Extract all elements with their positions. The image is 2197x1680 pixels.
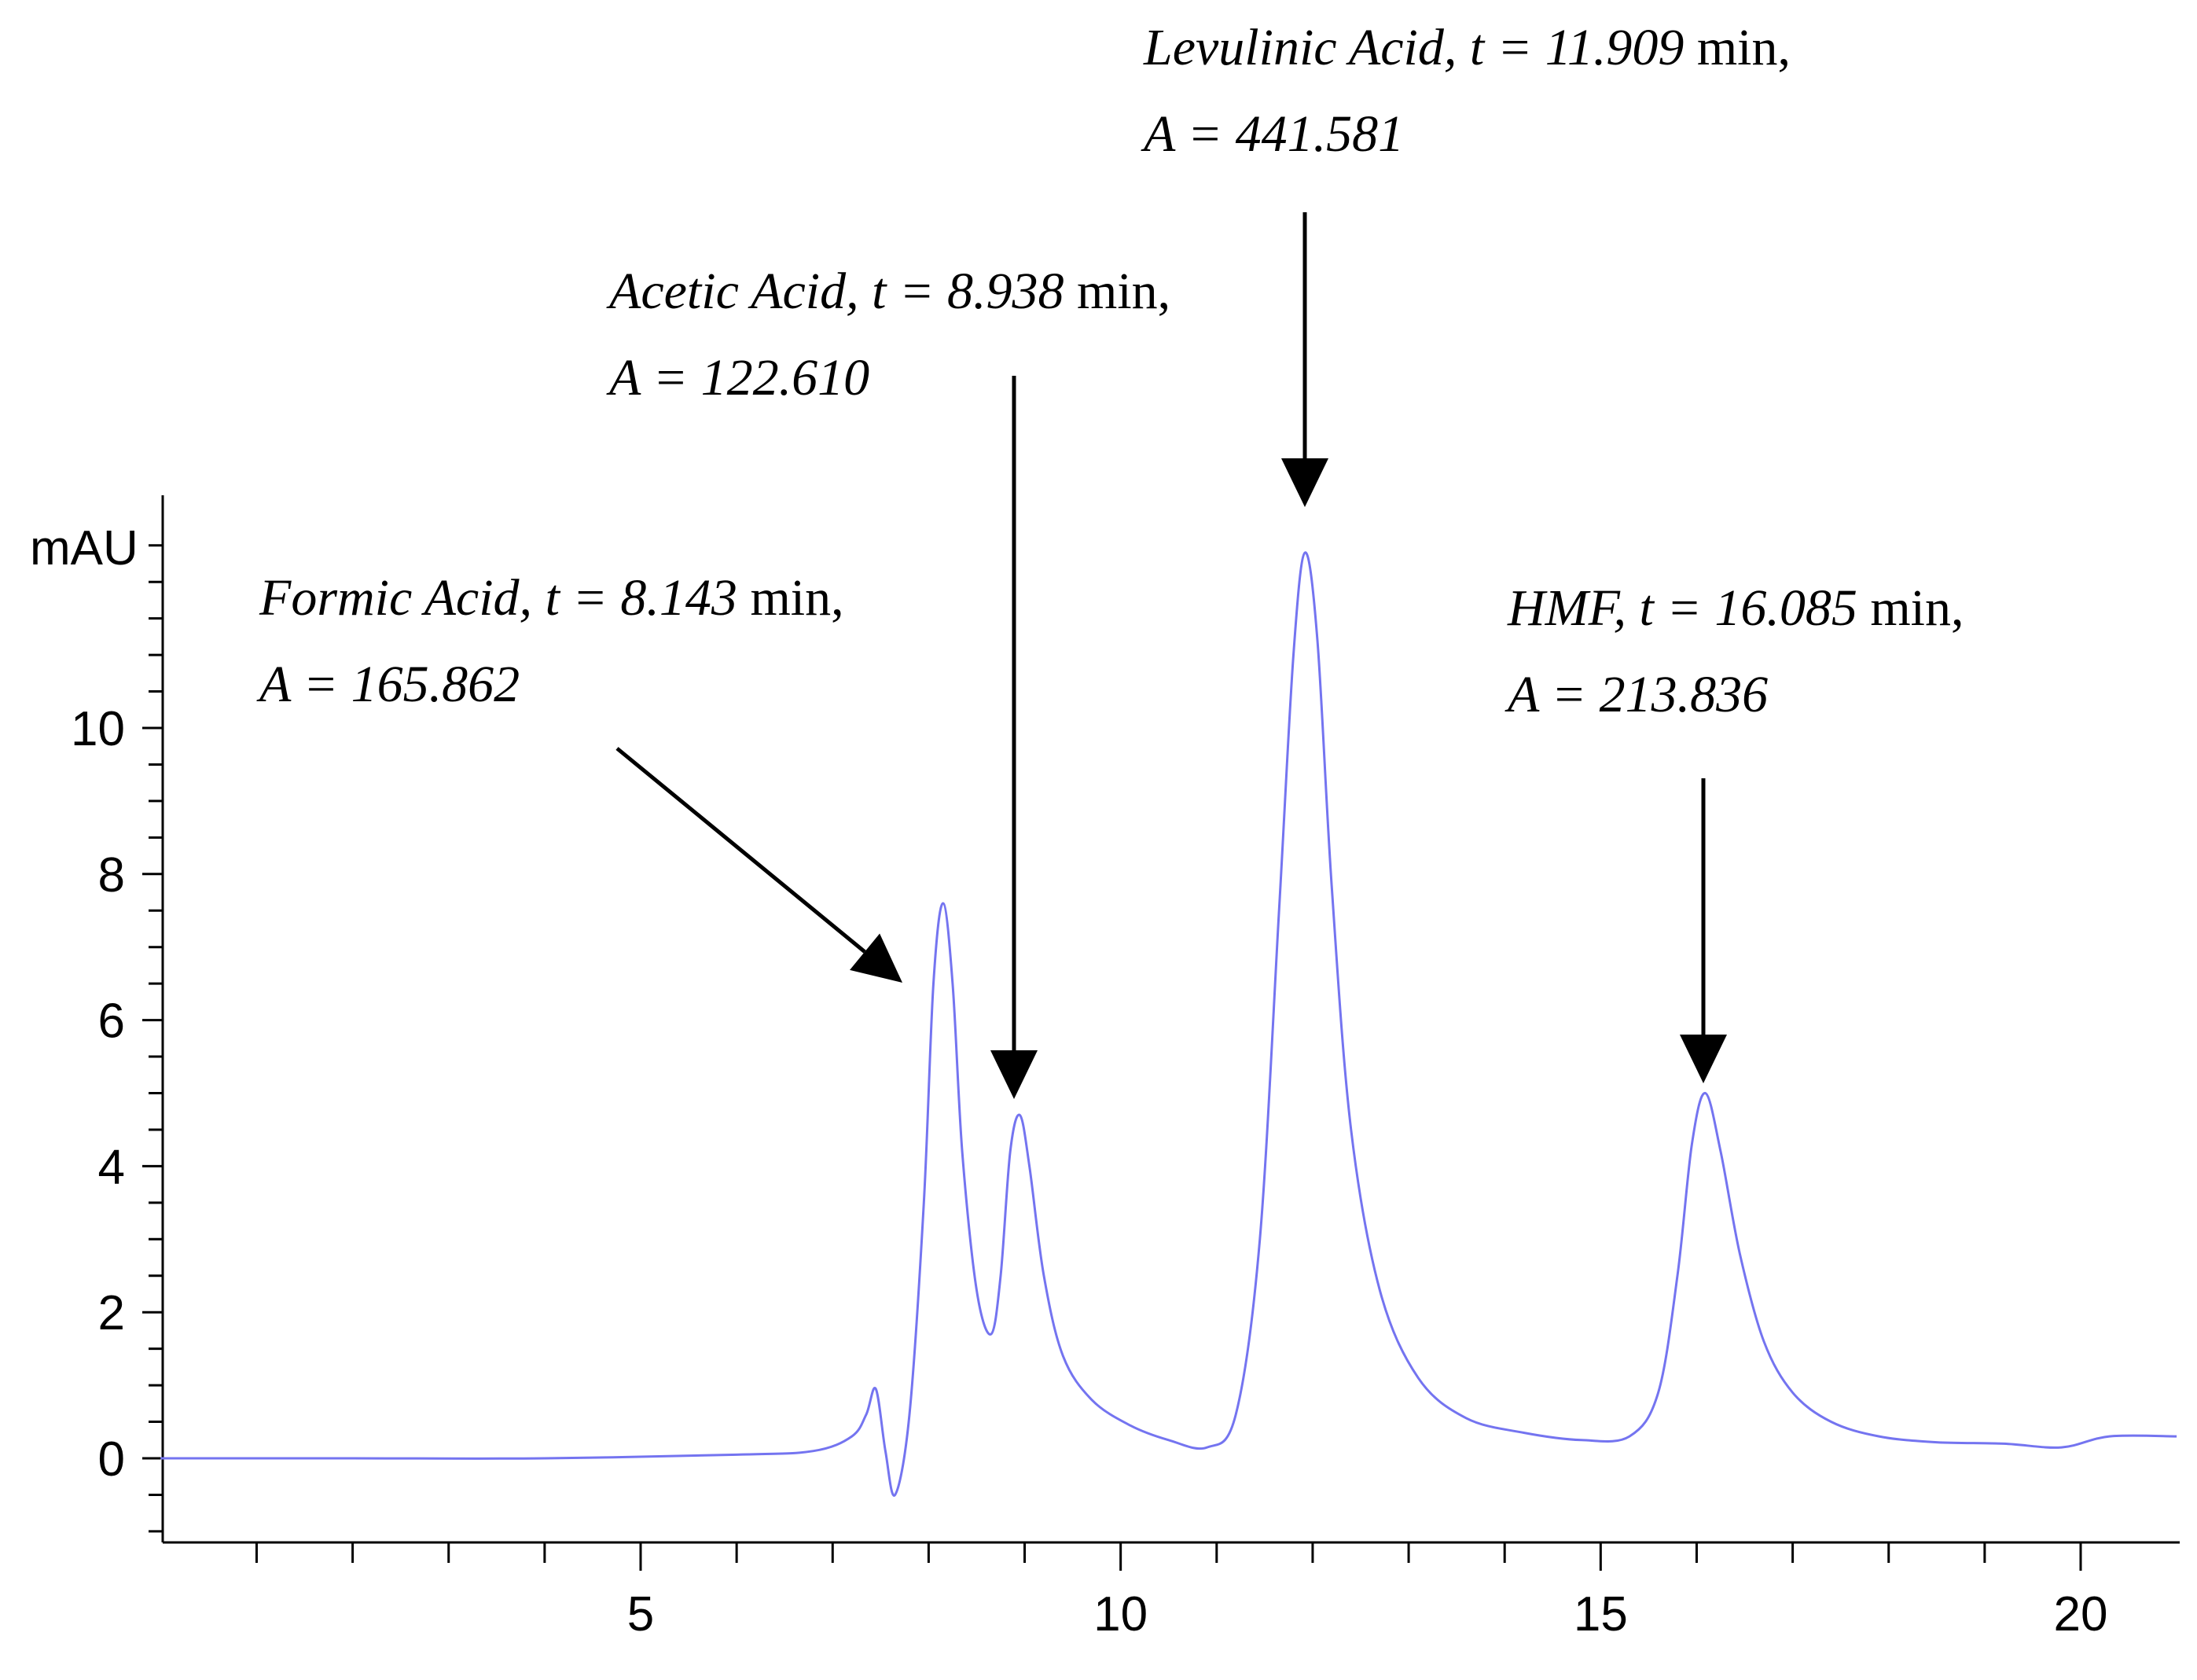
compound-name: Acetic Acid, bbox=[606, 263, 872, 320]
peak-annotation: HMF, t = 16.085 min, A = 213.836 bbox=[1504, 579, 1964, 1083]
annotation-line-1: Acetic Acid, t = 8.938 min, bbox=[606, 263, 1170, 320]
annotation-line-1: Levulinic Acid, t = 11.909 min, bbox=[1143, 19, 1791, 76]
y-tick-label: 10 bbox=[71, 702, 125, 756]
peak-annotations: Formic Acid, t = 8.143 min, A = 165.862 Ac… bbox=[256, 19, 1964, 1099]
retention-time: t = 11.909 bbox=[1470, 19, 1697, 76]
annotation-arrow-shaft bbox=[615, 747, 866, 954]
y-axis-unit-label: mAU bbox=[30, 521, 138, 575]
y-tick-label: 6 bbox=[98, 994, 125, 1049]
annotation-arrow-head bbox=[990, 1050, 1038, 1099]
compound-name: HMF, bbox=[1507, 579, 1639, 637]
annotation-line-2: A = 441.581 bbox=[1141, 105, 1404, 163]
y-tick-label: 8 bbox=[98, 848, 125, 902]
peak-annotation: Levulinic Acid, t = 11.909 min, A = 441.5… bbox=[1141, 19, 1791, 507]
axes bbox=[161, 495, 2180, 1544]
chromatogram-traces bbox=[160, 551, 2177, 1497]
peak-area: A = 165.862 bbox=[256, 656, 520, 713]
peak-area: A = 122.610 bbox=[606, 349, 869, 406]
compound-name: Formic Acid, bbox=[259, 569, 546, 627]
x-tick-label: 10 bbox=[1093, 1587, 1148, 1641]
retention-time: t = 8.143 bbox=[546, 569, 751, 627]
axis-tick-labels: 5 10 15 20 0 2 4 6 8 10 bbox=[71, 702, 2107, 1641]
annotation-line-1: HMF, t = 16.085 min, bbox=[1507, 579, 1964, 637]
x-tick-label: 15 bbox=[1574, 1587, 1628, 1641]
annotation-line-2: A = 165.862 bbox=[256, 656, 520, 713]
chromatogram-trace bbox=[160, 551, 2177, 1497]
y-tick-label: 0 bbox=[98, 1432, 125, 1487]
retention-time-unit: min, bbox=[750, 569, 843, 627]
peak-annotation: Acetic Acid, t = 8.938 min, A = 122.610 bbox=[606, 263, 1170, 1099]
retention-time: t = 16.085 bbox=[1639, 579, 1870, 637]
peak-annotation: Formic Acid, t = 8.143 min, A = 165.862 bbox=[256, 569, 902, 983]
annotation-line-1: Formic Acid, t = 8.143 min, bbox=[259, 569, 844, 627]
y-tick-label: 2 bbox=[98, 1286, 125, 1340]
annotation-line-2: A = 122.610 bbox=[606, 349, 869, 406]
y-tick-label: 4 bbox=[98, 1140, 125, 1194]
annotation-arrow-head bbox=[1281, 458, 1328, 507]
peak-area: A = 213.836 bbox=[1504, 666, 1768, 723]
annotation-arrow-head bbox=[850, 933, 902, 983]
x-tick-label: 20 bbox=[2054, 1587, 2108, 1641]
retention-time-unit: min, bbox=[1697, 19, 1791, 76]
axis-ticks bbox=[142, 544, 2082, 1571]
compound-name: Levulinic Acid, bbox=[1143, 19, 1470, 76]
peak-area: A = 441.581 bbox=[1141, 105, 1404, 163]
x-tick-label: 5 bbox=[627, 1587, 654, 1641]
retention-time-unit: min, bbox=[1870, 579, 1964, 637]
retention-time-unit: min, bbox=[1077, 263, 1170, 320]
annotation-arrow-head bbox=[1680, 1035, 1727, 1083]
annotation-line-2: A = 213.836 bbox=[1504, 666, 1768, 723]
retention-time: t = 8.938 bbox=[872, 263, 1077, 320]
